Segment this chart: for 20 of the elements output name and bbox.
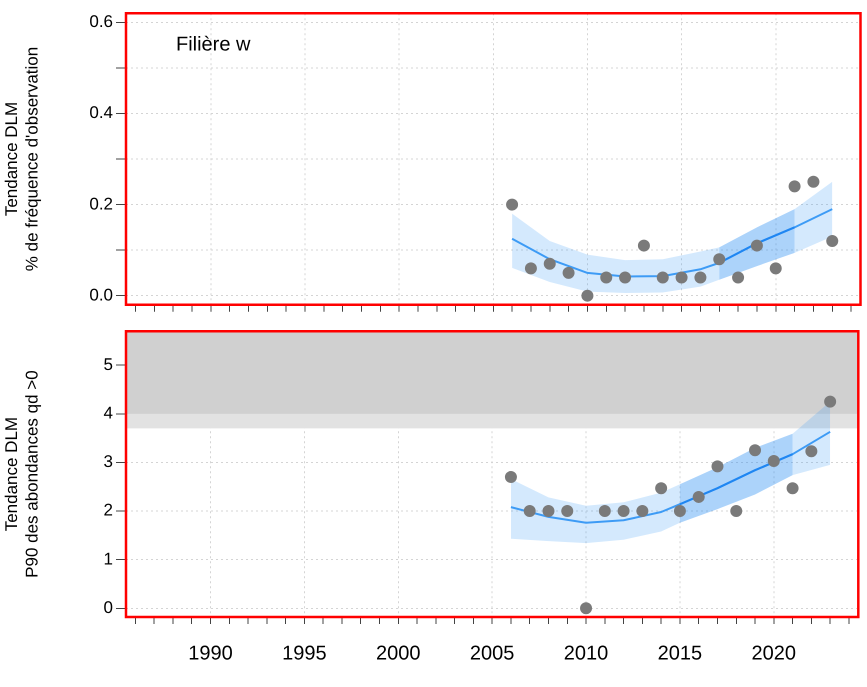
y-tick-label: 0.2 — [89, 194, 113, 214]
y-tick-label: 0.4 — [89, 103, 113, 122]
y-axis-title: Tendance DLM % de fréquence d'observation — [2, 46, 42, 272]
y-tick-label: 3 — [104, 452, 113, 472]
y-tick-label: 2 — [104, 500, 113, 520]
y-tick-label: 0.0 — [89, 285, 113, 304]
y-tick-label: 4 — [104, 404, 113, 423]
x-tick-label: 2005 — [470, 642, 514, 665]
x-tick-label: 2010 — [564, 642, 608, 665]
x-tick-label: 1990 — [188, 642, 233, 665]
y-tick-label: 1 — [104, 549, 113, 568]
annotation: Filière w — [176, 34, 252, 56]
y-tick-label: 5 — [104, 354, 113, 374]
x-tick-label: 2000 — [376, 642, 421, 665]
x-tick-label: 2015 — [658, 642, 702, 665]
x-tick-label: 2020 — [752, 642, 796, 665]
x-tick-label: 1995 — [282, 642, 327, 665]
y-axis-title: Tendance DLM P90 des abondances qd >0 — [2, 370, 42, 578]
y-tick-label: 0.6 — [89, 12, 113, 31]
y-tick-label: 0 — [104, 598, 113, 617]
